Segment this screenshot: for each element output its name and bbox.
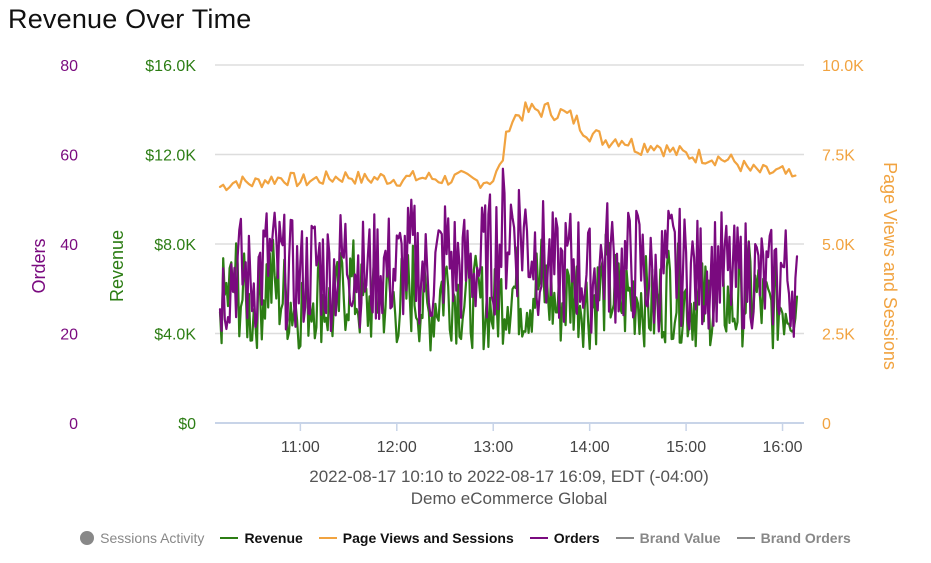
- series-line-sessions: [218, 101, 797, 192]
- legend-label: Revenue: [244, 530, 303, 546]
- revenue-tick-label: $0: [178, 416, 196, 433]
- orders-tick-label: 0: [69, 416, 78, 433]
- series-line-orders: [218, 167, 799, 338]
- revenue-axis-title: Revenue: [107, 230, 127, 302]
- legend-line-icon: [615, 537, 634, 539]
- sessions-axis-title: Page Views and Sessions: [880, 162, 900, 370]
- legend-line-icon: [220, 537, 239, 539]
- store-caption: Demo eCommerce Global: [411, 489, 608, 508]
- chart-legend: Sessions Activity Revenue Page Views and S…: [0, 527, 931, 549]
- series-layer: [218, 101, 799, 352]
- legend-item[interactable]: Revenue: [220, 530, 303, 546]
- orders-tick-label: 60: [60, 148, 78, 165]
- x-tick-label: 14:00: [570, 439, 610, 456]
- legend-item[interactable]: Sessions Activity: [80, 530, 204, 546]
- sessions-tick-label: 5.0K: [822, 237, 855, 254]
- revenue-tick-label: $12.0K: [145, 148, 196, 165]
- orders-tick-label: 80: [60, 58, 78, 75]
- sessions-tick-label: 10.0K: [822, 58, 864, 75]
- legend-item[interactable]: Page Views and Sessions: [318, 530, 514, 546]
- orders-axis: 0 20 40 60 80 Orders: [29, 58, 78, 433]
- legend-item[interactable]: Orders: [529, 530, 600, 546]
- legend-label: Orders: [553, 530, 600, 546]
- line-chart: 0 20 40 60 80 Orders $0 $4.0K $8.0K $12.0K $16.0K…: [29, 58, 900, 508]
- sessions-axis: 0 2.5K 5.0K 7.5K 10.0K Page Views and Session…: [822, 58, 900, 433]
- sessions-tick-label: 7.5K: [822, 148, 855, 165]
- legend-dot-icon: [80, 531, 95, 545]
- x-tick-label: 15:00: [666, 439, 706, 456]
- legend-item[interactable]: Brand Value: [615, 530, 721, 546]
- revenue-tick-label: $4.0K: [154, 327, 196, 344]
- legend-item[interactable]: Brand Orders: [736, 530, 851, 546]
- orders-tick-label: 40: [60, 237, 78, 254]
- legend-line-icon: [736, 537, 755, 539]
- legend-line-icon: [318, 537, 337, 539]
- x-tick-label: 13:00: [473, 439, 513, 456]
- legend-label: Brand Orders: [760, 530, 851, 546]
- legend-label: Page Views and Sessions: [342, 530, 514, 546]
- revenue-axis: $0 $4.0K $8.0K $12.0K $16.0K Revenue: [107, 58, 196, 433]
- time-axis: 11:00 12:00 13:00 14:00 15:00 16:00: [281, 423, 803, 456]
- sessions-tick-label: 0: [822, 416, 831, 433]
- legend-label: Sessions Activity: [100, 530, 205, 546]
- chart-title: Revenue Over Time: [8, 4, 252, 34]
- x-tick-label: 16:00: [763, 439, 803, 456]
- date-range-caption: 2022-08-17 10:10 to 2022-08-17 16:09, ED…: [309, 467, 708, 486]
- x-tick-label: 11:00: [281, 439, 320, 456]
- revenue-tick-label: $8.0K: [154, 237, 196, 254]
- legend-line-icon: [529, 537, 548, 539]
- orders-tick-label: 20: [60, 327, 78, 344]
- legend-label: Brand Value: [639, 530, 721, 546]
- x-tick-label: 12:00: [377, 439, 417, 456]
- orders-axis-title: Orders: [29, 238, 49, 293]
- revenue-tick-label: $16.0K: [145, 58, 196, 75]
- sessions-tick-label: 2.5K: [822, 327, 855, 344]
